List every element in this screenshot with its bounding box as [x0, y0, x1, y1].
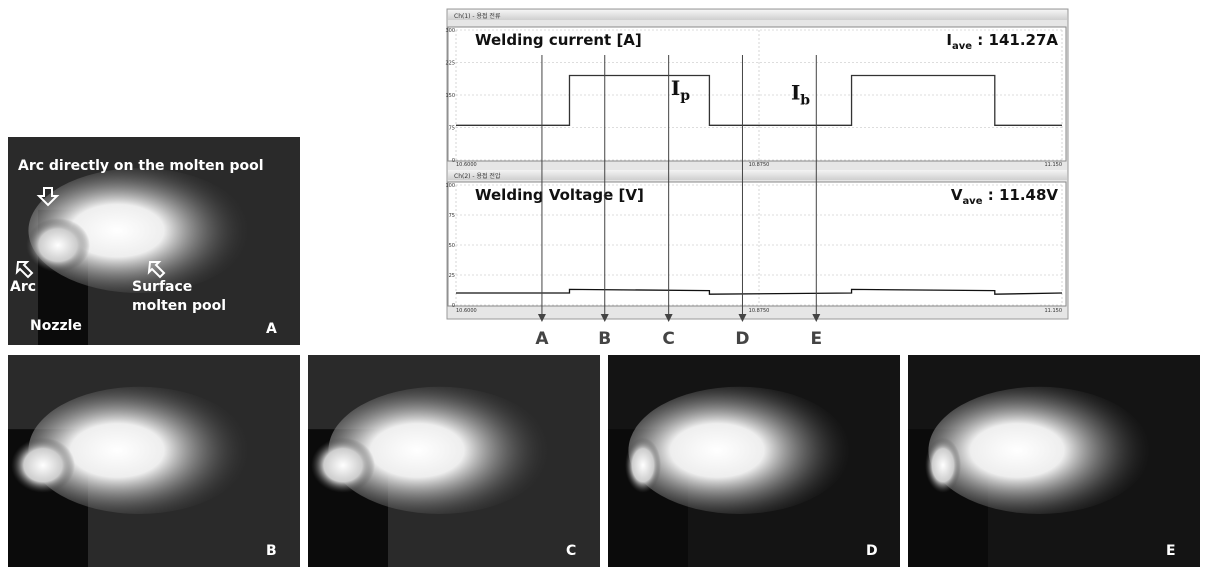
level-sub: b [800, 92, 810, 108]
photo-annotation: Arc directly on the molten pool [18, 158, 264, 174]
y-tick-label: 0 [452, 158, 455, 164]
marker-label: B [598, 329, 611, 349]
average-value: : 141.27A [972, 31, 1058, 49]
title-bar [448, 170, 1067, 180]
window-title: Ch(1) - 용접 전류 [454, 12, 501, 20]
photos: A B C D E Arc directly on the molten pool Arc S… [8, 137, 1200, 567]
arc-glow [26, 218, 90, 273]
arrow-icon [15, 261, 34, 279]
level-sub: p [680, 88, 690, 104]
marker-arrowhead [738, 314, 747, 322]
average-sub: ave [952, 41, 972, 52]
marker-label: D [735, 329, 749, 349]
y-tick-label: 75 [449, 213, 455, 219]
x-tick-label: 10.8750 [749, 308, 770, 314]
arc-glow [311, 437, 375, 493]
average-label: Iave : 141.27A [946, 31, 1058, 52]
title-bar [448, 10, 1067, 20]
photo-annotation: molten pool [132, 298, 226, 314]
level-symbol: I [791, 80, 800, 104]
level-label: Ib [791, 80, 810, 108]
x-tick-label: 10.8750 [749, 162, 770, 168]
y-tick-label: 25 [449, 273, 455, 279]
x-tick-label: 10.6000 [456, 162, 477, 168]
arc-glow [11, 437, 75, 493]
photo-label: E [1166, 543, 1176, 559]
level-symbol: I [671, 76, 680, 100]
photo: A [8, 137, 300, 345]
marker-arrowhead [600, 314, 609, 322]
chart-title: Welding Voltage [V] [475, 186, 644, 204]
marker-arrowhead [537, 314, 546, 322]
chart-title: Welding current [A] [475, 31, 642, 49]
y-tick-label: 225 [445, 61, 455, 67]
plot-area [447, 26, 1067, 162]
marker-label: C [662, 329, 674, 349]
photo-label: B [266, 543, 277, 559]
y-tick-label: 100 [445, 183, 455, 189]
photo-annotation: Nozzle [30, 318, 82, 334]
oscilloscope-window: Ch(1) - 용접 전류 Ch(2) - 용접 전압 0 75 150 225 300… [445, 8, 1069, 320]
photo-annotation: Arc [10, 279, 36, 295]
y-tick-label: 300 [445, 28, 455, 34]
marker-arrowhead [812, 314, 821, 322]
y-tick-label: 75 [449, 126, 455, 132]
photo: C [308, 355, 600, 567]
window-title: Ch(2) - 용접 전압 [454, 172, 501, 180]
marker-label: A [535, 329, 549, 349]
y-tick-label: 50 [449, 243, 455, 249]
level-label: Ip [671, 76, 690, 104]
photo-annotation: Surface [132, 279, 192, 295]
arc-glow [625, 437, 661, 493]
molten-pool-glow [328, 386, 551, 514]
molten-pool-glow [28, 168, 251, 293]
molten-pool-glow [28, 386, 251, 514]
y-tick-label: 150 [445, 93, 455, 99]
average-symbol: I [946, 31, 952, 49]
arrow-icon [36, 187, 60, 207]
marker-arrowhead [664, 314, 673, 322]
x-tick-label: 10.6000 [456, 308, 477, 314]
photo: B [8, 355, 300, 567]
average-sub: ave [962, 196, 982, 207]
waveform [456, 288, 1063, 295]
x-tick-label: 11.150 [1045, 308, 1063, 314]
arc-glow [925, 437, 961, 493]
photo: E [908, 355, 1200, 567]
molten-pool-glow [928, 386, 1151, 514]
plot-area [447, 181, 1067, 307]
arrow-icon [147, 261, 166, 279]
x-tick-label: 11.150 [1045, 162, 1063, 168]
waveform [456, 74, 1062, 126]
molten-pool-glow [628, 386, 851, 514]
marker-label: E [810, 329, 822, 349]
photo-label: A [266, 321, 277, 337]
photo-label: D [866, 543, 878, 559]
average-label: Vave : 11.48V [951, 186, 1059, 207]
y-tick-label: 0 [452, 303, 455, 309]
average-value: : 11.48V [983, 186, 1059, 204]
photo-label: C [566, 543, 576, 559]
photo: D [608, 355, 900, 567]
average-symbol: V [951, 186, 963, 204]
